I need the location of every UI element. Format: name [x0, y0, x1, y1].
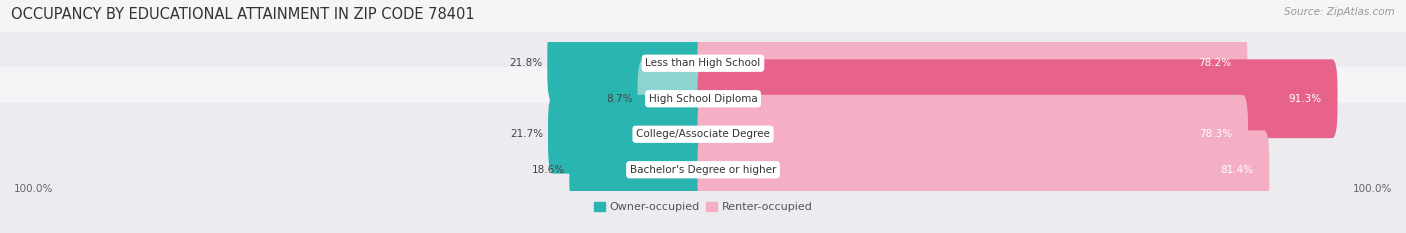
- Text: 100.0%: 100.0%: [14, 184, 53, 194]
- FancyBboxPatch shape: [637, 59, 709, 138]
- Text: College/Associate Degree: College/Associate Degree: [636, 129, 770, 139]
- Text: 81.4%: 81.4%: [1220, 165, 1254, 175]
- FancyBboxPatch shape: [697, 24, 1247, 103]
- FancyBboxPatch shape: [697, 130, 1270, 209]
- FancyBboxPatch shape: [548, 95, 709, 174]
- Text: Bachelor's Degree or higher: Bachelor's Degree or higher: [630, 165, 776, 175]
- FancyBboxPatch shape: [697, 59, 1337, 138]
- Text: Source: ZipAtlas.com: Source: ZipAtlas.com: [1284, 7, 1395, 17]
- FancyBboxPatch shape: [569, 130, 709, 209]
- Text: 21.7%: 21.7%: [510, 129, 543, 139]
- Legend: Owner-occupied, Renter-occupied: Owner-occupied, Renter-occupied: [593, 202, 813, 212]
- FancyBboxPatch shape: [0, 32, 1406, 166]
- FancyBboxPatch shape: [0, 103, 1406, 233]
- FancyBboxPatch shape: [0, 0, 1406, 130]
- FancyBboxPatch shape: [547, 24, 709, 103]
- Text: 21.8%: 21.8%: [509, 58, 543, 68]
- FancyBboxPatch shape: [0, 67, 1406, 201]
- Text: 78.3%: 78.3%: [1199, 129, 1232, 139]
- Text: High School Diploma: High School Diploma: [648, 94, 758, 104]
- FancyBboxPatch shape: [697, 95, 1249, 174]
- Text: 78.2%: 78.2%: [1198, 58, 1232, 68]
- Text: Less than High School: Less than High School: [645, 58, 761, 68]
- Text: 8.7%: 8.7%: [606, 94, 633, 104]
- Text: 91.3%: 91.3%: [1288, 94, 1322, 104]
- Text: 100.0%: 100.0%: [1353, 184, 1392, 194]
- Text: OCCUPANCY BY EDUCATIONAL ATTAINMENT IN ZIP CODE 78401: OCCUPANCY BY EDUCATIONAL ATTAINMENT IN Z…: [11, 7, 475, 22]
- Text: 18.6%: 18.6%: [531, 165, 565, 175]
